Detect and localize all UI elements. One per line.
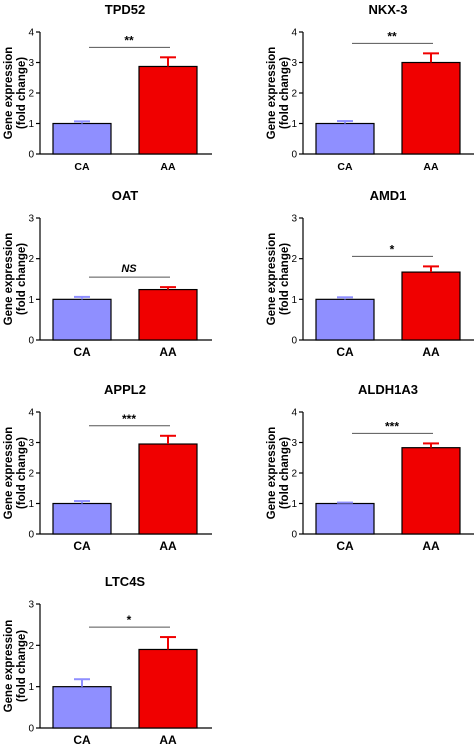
- x-category-label: CA: [336, 345, 354, 359]
- y-tick-label: 3: [291, 58, 297, 69]
- y-tick-label: 1: [291, 295, 297, 306]
- x-category-label: AA: [160, 161, 176, 173]
- y-tick-label: 1: [28, 295, 34, 306]
- bar-ca: [315, 298, 375, 341]
- y-tick-label: 2: [291, 89, 297, 100]
- y-axis-label: Gene expression: [3, 47, 15, 140]
- y-tick-label: 3: [291, 214, 297, 225]
- bar-ca: [315, 122, 375, 155]
- y-tick-label: 1: [291, 119, 297, 130]
- y-tick-label: 1: [28, 119, 34, 130]
- chart-title: ALDH1A3: [358, 382, 418, 397]
- y-axis-label: Gene expression: [266, 233, 278, 326]
- x-category-label: CA: [73, 345, 91, 359]
- y-axis-label: (fold change): [279, 57, 291, 129]
- y-tick-label: 3: [291, 438, 297, 449]
- bar-aa: [401, 447, 461, 535]
- bar-aa: [401, 271, 461, 341]
- y-tick-label: 4: [28, 408, 34, 419]
- x-category-label: AA: [423, 161, 439, 173]
- x-category-label: AA: [422, 345, 440, 359]
- significance-marker: ***: [385, 419, 399, 433]
- chart-panel-ltc4s: LTC4S Gene expression (fold change) 0 1 2 3 CA A…: [3, 574, 212, 747]
- chart-panel-amd1: AMD1 Gene expression (fold change) 0 1 2 3 CA AA…: [266, 188, 474, 359]
- y-axis-label: (fold change): [16, 243, 28, 315]
- chart-panel-appl2: APPL2 Gene expression (fold change) 0 1 2 3 4 CA…: [3, 382, 212, 553]
- chart-title: LTC4S: [105, 574, 146, 589]
- y-tick-label: 4: [291, 28, 297, 39]
- y-axis-label: (fold change): [279, 437, 291, 509]
- chart-panel-nkx-3: NKX-3 Gene expression (fold change) 0 1 2 3 4 CA…: [266, 2, 474, 173]
- significance-marker: *: [390, 242, 395, 256]
- x-category-label: CA: [74, 161, 90, 173]
- y-tick-label: 0: [28, 336, 34, 347]
- chart-panel-tpd52: TPD52 Gene expression (fold change) 0 1 2 3 4 CA…: [3, 2, 212, 173]
- y-tick-label: 0: [28, 530, 34, 541]
- y-tick-label: 3: [28, 58, 34, 69]
- y-tick-label: 0: [28, 150, 34, 161]
- chart-title: OAT: [112, 188, 139, 203]
- y-tick-label: 3: [28, 214, 34, 225]
- y-tick-label: 2: [28, 254, 34, 265]
- bar-aa: [138, 288, 198, 341]
- significance-marker: *: [127, 613, 132, 627]
- x-category-label: AA: [422, 539, 440, 553]
- bar-aa: [138, 443, 198, 535]
- y-axis-label: Gene expression: [3, 620, 15, 713]
- significance-marker: **: [124, 33, 134, 47]
- bar-ca: [315, 502, 375, 535]
- y-tick-label: 4: [28, 28, 34, 39]
- x-category-label: CA: [337, 161, 353, 173]
- y-tick-label: 3: [28, 600, 34, 611]
- y-tick-label: 1: [28, 499, 34, 510]
- y-tick-label: 2: [28, 469, 34, 480]
- significance-marker: NS: [121, 263, 137, 275]
- y-tick-label: 2: [291, 469, 297, 480]
- y-axis-label: Gene expression: [3, 233, 15, 326]
- significance-marker: ***: [122, 412, 136, 426]
- x-category-label: AA: [159, 539, 177, 553]
- y-axis-label: Gene expression: [266, 427, 278, 520]
- chart-panel-aldh1a3: ALDH1A3 Gene expression (fold change) 0 1 2 3 4…: [266, 382, 474, 553]
- y-tick-label: 1: [291, 499, 297, 510]
- y-axis-label: (fold change): [16, 437, 28, 509]
- bar-aa: [138, 65, 198, 155]
- bar-ca: [52, 502, 112, 535]
- y-tick-label: 0: [291, 336, 297, 347]
- bar-ca: [52, 122, 112, 155]
- x-category-label: AA: [159, 345, 177, 359]
- y-axis-label: Gene expression: [3, 427, 15, 520]
- x-category-label: CA: [336, 539, 354, 553]
- significance-marker: **: [387, 29, 397, 43]
- y-tick-label: 2: [28, 89, 34, 100]
- bar-ca: [52, 686, 112, 729]
- x-category-label: CA: [73, 733, 91, 747]
- bar-aa: [138, 648, 198, 729]
- y-tick-label: 0: [291, 530, 297, 541]
- x-category-label: CA: [73, 539, 91, 553]
- x-category-label: AA: [159, 733, 177, 747]
- y-tick-label: 0: [28, 724, 34, 735]
- chart-title: APPL2: [104, 382, 146, 397]
- y-tick-label: 2: [28, 641, 34, 652]
- y-axis-label: Gene expression: [266, 47, 278, 140]
- chart-title: TPD52: [105, 2, 145, 17]
- y-axis-label: (fold change): [16, 57, 28, 129]
- y-tick-label: 3: [28, 438, 34, 449]
- y-tick-label: 2: [291, 254, 297, 265]
- y-axis-label: (fold change): [16, 630, 28, 702]
- y-tick-label: 0: [291, 150, 297, 161]
- chart-title: NKX-3: [368, 2, 407, 17]
- y-tick-label: 1: [28, 682, 34, 693]
- chart-panel-oat: OAT Gene expression (fold change) 0 1 2 3 CA AA N…: [3, 188, 212, 359]
- chart-title: AMD1: [370, 188, 407, 203]
- bar-ca: [52, 298, 112, 341]
- y-tick-label: 4: [291, 408, 297, 419]
- bar-aa: [401, 61, 461, 155]
- y-axis-label: (fold change): [279, 243, 291, 315]
